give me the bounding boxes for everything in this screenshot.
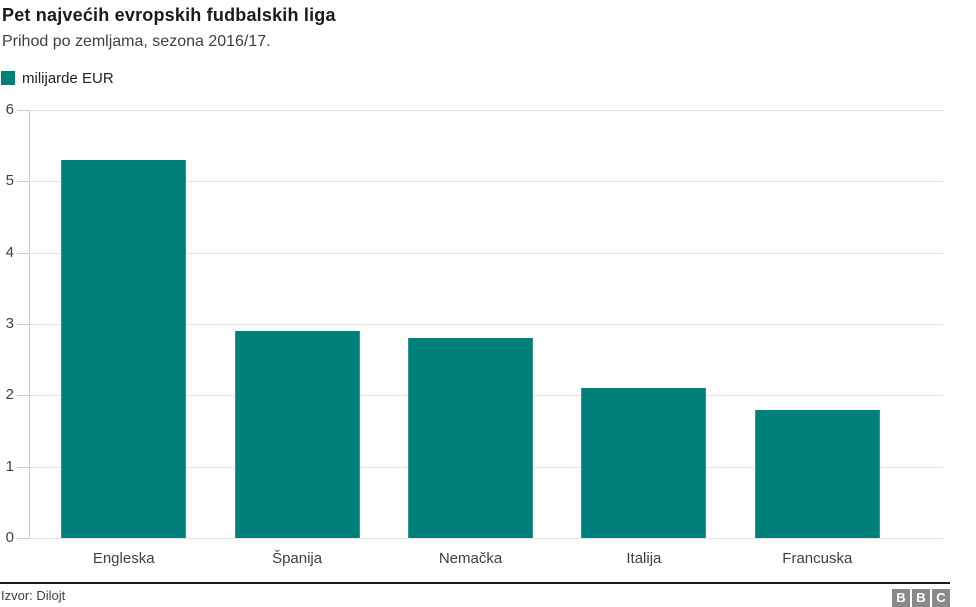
bar-engleska bbox=[61, 159, 187, 538]
bar-francuska bbox=[754, 409, 880, 538]
y-tick-6 bbox=[17, 110, 29, 111]
gridline-4 bbox=[29, 252, 943, 254]
bar-italija bbox=[581, 388, 707, 538]
gridline-5 bbox=[29, 181, 943, 183]
x-axis-label-spanija: Španija bbox=[272, 550, 323, 567]
y-axis-label-0: 0 bbox=[5, 529, 14, 546]
bbc-logo-block-2: B bbox=[912, 589, 930, 607]
y-axis-label-5: 5 bbox=[5, 172, 14, 190]
y-axis-label-6: 6 bbox=[5, 101, 14, 118]
chart-subtitle: Prihod po zemljama, sezona 2016/17. bbox=[2, 33, 271, 50]
source-text: Izvor: Dilojt bbox=[1, 588, 66, 603]
gridline-0 bbox=[29, 538, 943, 539]
y-tick-5 bbox=[17, 181, 29, 183]
legend-label: milijarde EUR bbox=[22, 69, 114, 87]
y-tick-3 bbox=[17, 324, 29, 325]
y-tick-2 bbox=[17, 395, 29, 397]
x-axis-label-italija: Italija bbox=[626, 550, 662, 567]
y-axis-label-3: 3 bbox=[5, 315, 14, 332]
y-axis-label-4: 4 bbox=[5, 243, 14, 261]
x-axis-label-francuska: Francuska bbox=[782, 550, 853, 567]
footer-divider bbox=[0, 582, 950, 584]
bbc-logo-block-3: C bbox=[932, 589, 950, 607]
legend: milijarde EUR bbox=[1, 69, 114, 87]
plot-area: 0 1 2 3 4 5 6 Engleska Španija Nemačka Italija Fran… bbox=[6, 101, 943, 567]
y-tick-1 bbox=[17, 466, 29, 468]
legend-swatch-icon bbox=[1, 71, 15, 85]
y-axis-label-1: 1 bbox=[5, 457, 14, 475]
bar-chart: 0 1 2 3 4 5 6 Engleska Španija Nemačka Italija Fran… bbox=[0, 95, 976, 570]
y-tick-0 bbox=[17, 538, 29, 539]
y-axis-label-2: 2 bbox=[5, 386, 14, 404]
bbc-logo-block-1: B bbox=[892, 589, 910, 607]
x-axis-label-nemacka: Nemačka bbox=[438, 550, 503, 567]
x-axis-label-engleska: Engleska bbox=[92, 550, 155, 567]
gridline-3 bbox=[29, 324, 943, 325]
bar-spanija bbox=[234, 331, 360, 538]
chart-title: Pet najvećih evropskih fudbalskih liga bbox=[2, 5, 336, 25]
gridline-6 bbox=[29, 110, 943, 111]
y-tick-4 bbox=[17, 252, 29, 254]
bar-nemacka bbox=[408, 338, 533, 538]
